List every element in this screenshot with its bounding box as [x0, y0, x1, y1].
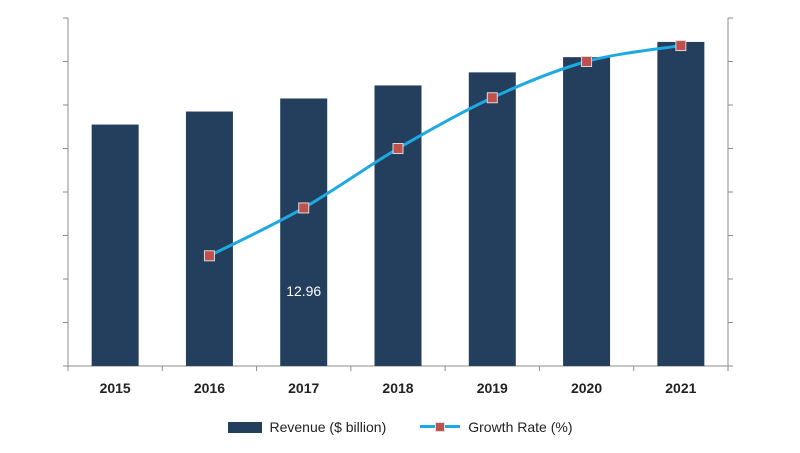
growth-rate-point-2019 — [486, 92, 498, 104]
bar-2017 — [280, 98, 328, 366]
x-tick-label: 2015 — [100, 380, 131, 396]
x-tick-labels: 2015 2016 2017 2018 2019 2020 2021 — [100, 380, 697, 396]
bar-2020 — [563, 57, 611, 367]
x-tick-label: 2020 — [571, 380, 602, 396]
bar-2015 — [91, 124, 139, 366]
bar-2016 — [185, 111, 233, 367]
data-label: 12.96 — [286, 283, 321, 299]
growth-rate-point-2021 — [675, 40, 687, 52]
bar-2018 — [374, 85, 422, 367]
chart: 2015 2016 2017 2018 2019 2020 2021 12.96 — [63, 17, 733, 396]
legend-item-revenue: Revenue ($ billion) — [227, 419, 387, 435]
left-axis — [63, 17, 69, 367]
legend-label-growth-rate: Growth Rate (%) — [468, 419, 573, 435]
legend-item-growth-rate: Growth Rate (%) — [420, 419, 572, 435]
legend-marker — [435, 422, 446, 432]
x-tick-label: 2017 — [288, 380, 319, 396]
legend-label-revenue: Revenue ($ billion) — [269, 419, 387, 435]
growth-rate-point-2017 — [298, 202, 310, 214]
x-tick-label: 2016 — [194, 380, 225, 396]
bar-series — [91, 41, 705, 367]
line-series — [203, 40, 687, 262]
right-axis — [727, 17, 733, 367]
x-axis — [67, 365, 729, 371]
bar-2019 — [468, 72, 516, 366]
bar-2021 — [657, 41, 705, 367]
data-labels: 12.96 — [286, 283, 321, 299]
growth-rate-line — [207, 44, 683, 258]
x-tick-label: 2019 — [477, 380, 508, 396]
legend: Revenue ($ billion) Growth Rate (%) — [0, 415, 800, 439]
growth-rate-point-2018 — [392, 143, 404, 154]
growth-rate-point-2016 — [203, 250, 215, 262]
x-tick-label: 2021 — [665, 380, 696, 396]
x-tick-label: 2018 — [382, 380, 413, 396]
legend-bar-swatch — [227, 421, 262, 433]
legend-line-swatch — [420, 421, 461, 433]
growth-rate-point-2020 — [581, 56, 593, 67]
